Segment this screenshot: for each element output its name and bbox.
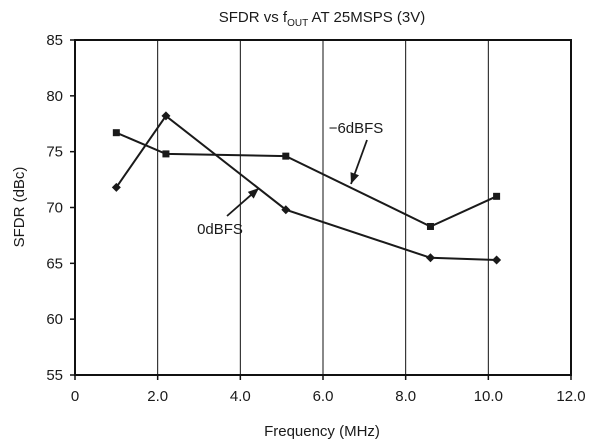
- y-tick-label: 85: [46, 32, 63, 49]
- x-tick-label: 6.0: [313, 388, 334, 405]
- chart-title: SFDR vs fOUT AT 25MSPS (3V): [219, 9, 425, 29]
- series-minus6dbfs: [112, 129, 501, 230]
- data-point: [112, 129, 120, 137]
- x-tick-label: 8.0: [395, 388, 416, 405]
- x-axis-ticks: 0 2.0 4.0 6.0 8.0 10.0 12.0: [71, 375, 586, 405]
- plot-frame: [74, 39, 572, 376]
- y-tick-label: 80: [46, 88, 63, 105]
- data-point: [162, 150, 170, 158]
- data-point: [161, 111, 171, 121]
- chart-title-main: SFDR vs f: [219, 9, 288, 26]
- data-point: [492, 255, 502, 265]
- x-tick-label: 4.0: [230, 388, 251, 405]
- data-point: [426, 222, 434, 230]
- y-tick-label: 55: [46, 367, 63, 384]
- y-tick-label: 70: [46, 200, 63, 217]
- y-axis-ticks: 55 60 65 70 75 80 85: [46, 32, 75, 384]
- data-point: [493, 192, 501, 200]
- data-point: [282, 152, 290, 160]
- annotation-minus6dbfs-label: −6dBFS: [329, 120, 384, 137]
- series-line: [115, 114, 497, 261]
- y-tick-label: 75: [46, 144, 63, 161]
- data-point: [425, 253, 435, 263]
- series-0dbfs: [111, 111, 502, 265]
- series-line: [115, 131, 498, 228]
- vertical-gridlines: [157, 40, 489, 375]
- data-point: [281, 205, 291, 215]
- y-axis-label: SFDR (dBc): [11, 167, 28, 248]
- data-point: [111, 182, 121, 192]
- x-axis-label: Frequency (MHz): [264, 423, 380, 440]
- series-annotations: 0dBFS −6dBFS: [197, 120, 383, 238]
- annotation-minus6dbfs-arrowhead: [350, 172, 359, 184]
- series-layer: [111, 111, 502, 265]
- y-tick-label: 65: [46, 255, 63, 272]
- chart-title-suffix: AT 25MSPS (3V): [308, 9, 425, 26]
- annotation-0dbfs-arrowhead: [247, 188, 259, 199]
- x-tick-label: 0: [71, 388, 79, 405]
- x-tick-label: 10.0: [474, 388, 503, 405]
- x-tick-label: 12.0: [556, 388, 585, 405]
- annotation-0dbfs-label: 0dBFS: [197, 221, 243, 238]
- chart-title-subscript: OUT: [287, 18, 308, 29]
- x-tick-label: 2.0: [147, 388, 168, 405]
- y-tick-label: 60: [46, 311, 63, 328]
